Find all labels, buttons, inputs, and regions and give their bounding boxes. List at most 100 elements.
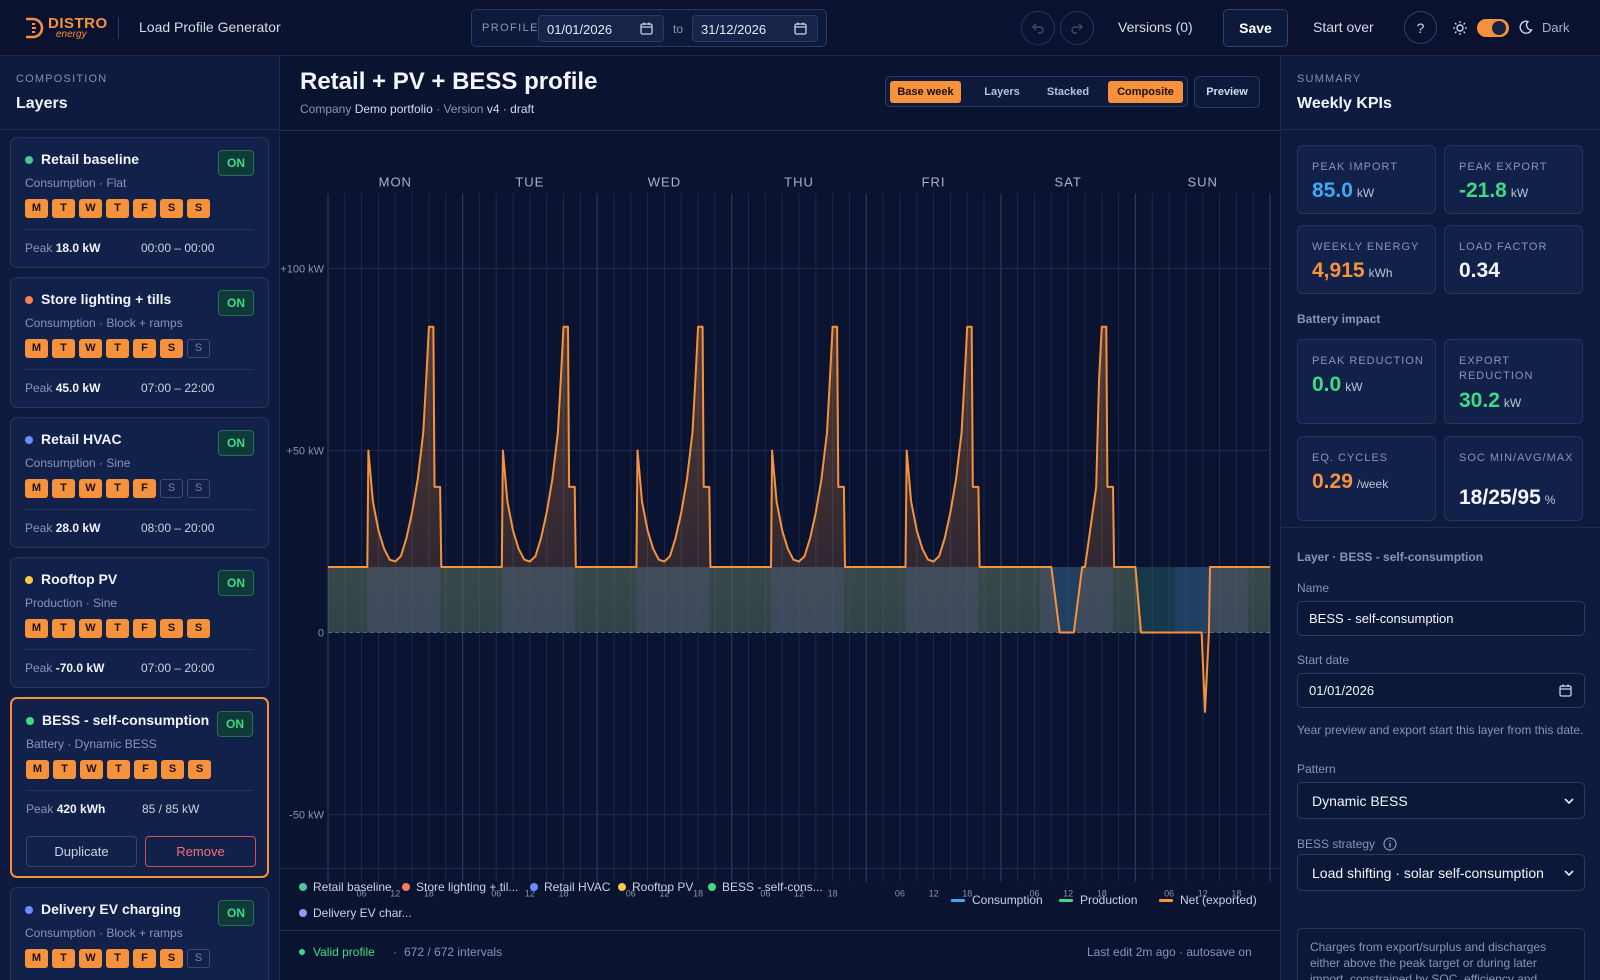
legend-series-item[interactable]: Production	[1059, 893, 1137, 907]
info-icon[interactable]	[1383, 837, 1397, 851]
layers-sidebar: COMPOSITION Layers Retail baseline Consu…	[0, 56, 280, 980]
tab-layers[interactable]: Layers	[984, 86, 1020, 98]
day-toggle[interactable]: W	[79, 619, 102, 638]
day-toggle[interactable]: S	[187, 199, 210, 218]
legend-layer-item[interactable]: Rooftop PV	[618, 880, 693, 894]
day-toggle[interactable]: M	[25, 479, 48, 498]
day-toggle[interactable]: M	[25, 949, 48, 968]
tab-base-week[interactable]: Base week	[890, 81, 961, 103]
day-toggle[interactable]: T	[52, 199, 75, 218]
day-toggle[interactable]: T	[106, 619, 129, 638]
day-toggle[interactable]: S	[160, 619, 183, 638]
day-toggle[interactable]: F	[133, 339, 156, 358]
day-toggle[interactable]: S	[160, 479, 183, 498]
start-over-button[interactable]: Start over	[1313, 19, 1374, 35]
legend-layer-item[interactable]: Retail baseline	[299, 880, 392, 894]
day-toggle[interactable]: M	[26, 760, 49, 779]
layer-status-toggle[interactable]: ON	[218, 430, 254, 456]
tab-composite[interactable]: Composite	[1108, 81, 1183, 103]
bess-strategy-select[interactable]: Load shifting · solar self-consumption	[1297, 854, 1585, 891]
layer-start-date-input[interactable]: 01/01/2026	[1297, 673, 1585, 708]
kpi-card: WEEKLY ENERGY 4,915 kWh	[1297, 225, 1436, 294]
layer-status-toggle[interactable]: ON	[218, 570, 254, 596]
layer-card[interactable]: Delivery EV charging Consumption · Block…	[10, 887, 269, 980]
layer-card[interactable]: BESS - self-consumption Battery · Dynami…	[10, 697, 269, 878]
layer-name: Retail baseline	[41, 151, 140, 167]
day-toggle[interactable]: W	[80, 760, 103, 779]
legend-series-item[interactable]: Consumption	[951, 893, 1043, 907]
legend-label: Consumption	[972, 893, 1043, 907]
theme-toggle[interactable]	[1477, 19, 1509, 37]
day-toggle[interactable]: T	[106, 339, 129, 358]
redo-button[interactable]	[1060, 11, 1094, 45]
duplicate-layer-button[interactable]: Duplicate	[26, 836, 137, 867]
day-toggle[interactable]: T	[52, 949, 75, 968]
layer-status-toggle[interactable]: ON	[218, 900, 254, 926]
legend-layer-item[interactable]: Store lighting + til...	[402, 880, 518, 894]
day-toggle[interactable]: S	[187, 479, 210, 498]
day-toggle[interactable]: F	[133, 199, 156, 218]
profile-end-date-input[interactable]: 31/12/2026	[692, 15, 818, 42]
legend-label: Store lighting + til...	[416, 880, 519, 894]
tab-stacked[interactable]: Stacked	[1046, 86, 1090, 98]
day-toggle[interactable]: T	[52, 619, 75, 638]
day-toggle[interactable]: S	[187, 339, 210, 358]
layer-name-input[interactable]: BESS - self-consumption	[1297, 601, 1585, 636]
day-toggle[interactable]: T	[106, 199, 129, 218]
day-toggle[interactable]: F	[133, 619, 156, 638]
pattern-select[interactable]: Dynamic BESS	[1297, 782, 1585, 819]
legend-layer-item[interactable]: Retail HVAC	[530, 880, 610, 894]
layer-card[interactable]: Store lighting + tills Consumption · Blo…	[10, 277, 269, 408]
profile-start-date-input[interactable]: 01/01/2026	[538, 15, 664, 42]
day-toggle[interactable]: S	[187, 949, 210, 968]
layer-status-toggle[interactable]: ON	[218, 150, 254, 176]
day-toggle[interactable]: M	[25, 339, 48, 358]
version-label: Version	[443, 102, 484, 116]
day-toggle[interactable]: S	[188, 760, 211, 779]
day-toggle[interactable]: W	[79, 949, 102, 968]
card-divider	[25, 509, 254, 510]
hour-tick-label: 12	[659, 889, 669, 899]
day-toggle[interactable]: S	[160, 199, 183, 218]
load-profile-chart[interactable]: MON TUE WED THU FRI SAT SUN +100 kW +50 kW 0 -50 k…	[280, 131, 1280, 943]
remove-layer-button[interactable]: Remove	[145, 836, 256, 867]
card-divider	[25, 229, 254, 230]
versions-button[interactable]: Versions (0)	[1118, 19, 1193, 35]
day-toggle[interactable]: S	[161, 760, 184, 779]
legend-layer-item[interactable]: BESS - self-cons...	[708, 880, 823, 894]
calendar-icon[interactable]	[1559, 684, 1572, 697]
day-toggle[interactable]: F	[133, 949, 156, 968]
calendar-icon[interactable]	[640, 22, 653, 35]
day-toggle[interactable]: T	[107, 760, 130, 779]
day-toggle[interactable]: W	[79, 199, 102, 218]
day-toggle[interactable]: T	[53, 760, 76, 779]
preview-button[interactable]: Preview	[1194, 76, 1260, 108]
day-toggle[interactable]: S	[160, 339, 183, 358]
day-toggle[interactable]: M	[25, 619, 48, 638]
help-button[interactable]: ?	[1404, 11, 1437, 44]
save-button[interactable]: Save	[1223, 9, 1288, 47]
day-toggle[interactable]: T	[52, 479, 75, 498]
day-toggle[interactable]: F	[133, 479, 156, 498]
day-toggle[interactable]: T	[106, 479, 129, 498]
day-toggle[interactable]: T	[106, 949, 129, 968]
day-toggle[interactable]: T	[52, 339, 75, 358]
layer-status-toggle[interactable]: ON	[217, 711, 253, 737]
hour-tick-label: 06	[626, 889, 636, 899]
day-toggle[interactable]: S	[187, 619, 210, 638]
day-toggle[interactable]: W	[79, 339, 102, 358]
day-toggle[interactable]: F	[134, 760, 157, 779]
net-line	[328, 325, 1270, 713]
undo-button[interactable]	[1021, 11, 1055, 45]
day-toggle[interactable]: W	[79, 479, 102, 498]
legend-layer-item[interactable]: Delivery EV char...	[299, 906, 412, 920]
legend-series-item[interactable]: Net (exported)	[1159, 893, 1257, 907]
day-toggle[interactable]: M	[25, 199, 48, 218]
layer-status-toggle[interactable]: ON	[218, 290, 254, 316]
day-toggle[interactable]: S	[160, 949, 183, 968]
calendar-icon[interactable]	[794, 22, 807, 35]
brand-logo[interactable]: DISTRO energy	[22, 13, 108, 43]
